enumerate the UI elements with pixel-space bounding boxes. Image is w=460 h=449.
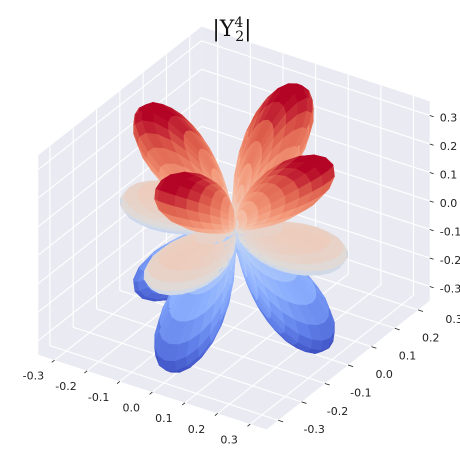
y-tick-mark xyxy=(278,419,284,423)
y-tick-label: -0.3 xyxy=(303,423,324,436)
z-tick-label: 0.2 xyxy=(440,140,458,153)
x-tick-mark xyxy=(247,423,251,427)
surface-facet xyxy=(310,339,323,351)
y-tick-label: 0.3 xyxy=(445,313,460,326)
chart-title: |Y4 2| xyxy=(212,15,251,45)
surface-facet xyxy=(166,282,182,292)
y-tick-label: 0.0 xyxy=(375,368,393,381)
y-tick-mark xyxy=(301,401,307,404)
x-tick-label: -0.3 xyxy=(23,370,44,383)
y-tick-mark xyxy=(371,346,377,349)
grid-line-wall-z2 xyxy=(201,40,430,116)
z-tick-label: 0.0 xyxy=(440,197,458,210)
y-tick-label: -0.2 xyxy=(327,405,348,418)
grid-line-floor-y xyxy=(96,308,326,384)
z-tick-mark xyxy=(429,200,434,203)
z-tick-mark xyxy=(429,229,434,232)
x-tick-label: 0.0 xyxy=(123,402,141,415)
y-tick-mark xyxy=(348,364,354,368)
title-superscript: 4 xyxy=(234,15,243,31)
z-tick-mark xyxy=(429,143,434,146)
surface-facet xyxy=(306,97,313,114)
grid-line-wall-z2 xyxy=(201,97,430,173)
x-tick-label: 0.1 xyxy=(155,412,173,425)
x-tick-mark xyxy=(181,402,186,406)
surface-mesh xyxy=(120,83,348,373)
grid-line-floor-y xyxy=(49,345,279,421)
surface-facet xyxy=(164,360,176,371)
surface-facet xyxy=(166,290,182,296)
surface-facet xyxy=(304,270,323,276)
x-tick-mark xyxy=(116,381,121,384)
z-tick-label: 0.1 xyxy=(440,168,458,181)
y-tick-mark xyxy=(394,327,400,331)
z-tick-label: -0.3 xyxy=(440,282,460,295)
surface-facet xyxy=(174,206,189,220)
y-tick-label: 0.1 xyxy=(399,350,417,363)
surface-facet xyxy=(275,208,296,222)
x-tick-mark xyxy=(149,391,153,395)
x-tick-mark xyxy=(214,413,218,416)
x-tick-mark xyxy=(51,359,55,363)
surface-facet xyxy=(293,342,312,352)
z-tick-mark xyxy=(429,172,434,175)
z-tick-label: -0.1 xyxy=(440,225,460,238)
x-tick-label: 0.2 xyxy=(188,423,206,436)
x-tick-mark xyxy=(84,370,88,374)
y-tick-mark xyxy=(324,383,330,386)
y-tick-mark xyxy=(417,309,424,312)
y-tick-label: -0.1 xyxy=(350,386,371,399)
x-tick-label: -0.1 xyxy=(88,391,109,404)
title-prefix: |Y xyxy=(212,17,234,42)
z-tick-mark xyxy=(429,115,434,118)
z-tick-label: 0.3 xyxy=(440,111,458,124)
title-subscript: 2 xyxy=(235,29,244,45)
x-tick-label: 0.3 xyxy=(220,434,238,447)
grid-line-wall-z1 xyxy=(37,68,202,199)
title-suffix: | xyxy=(244,17,251,42)
grid-line-wall-z1 xyxy=(37,40,202,170)
y-tick-label: 0.2 xyxy=(422,331,440,344)
grid-line-wall-z2 xyxy=(201,68,430,145)
x-tick-label: -0.2 xyxy=(55,380,76,393)
z-tick-mark xyxy=(429,257,434,260)
z-tick-label: -0.2 xyxy=(440,254,460,267)
z-tick-mark xyxy=(429,286,434,289)
axis-ticks: -0.3-0.2-0.10.00.10.20.3-0.3-0.2-0.10.00… xyxy=(23,111,460,446)
